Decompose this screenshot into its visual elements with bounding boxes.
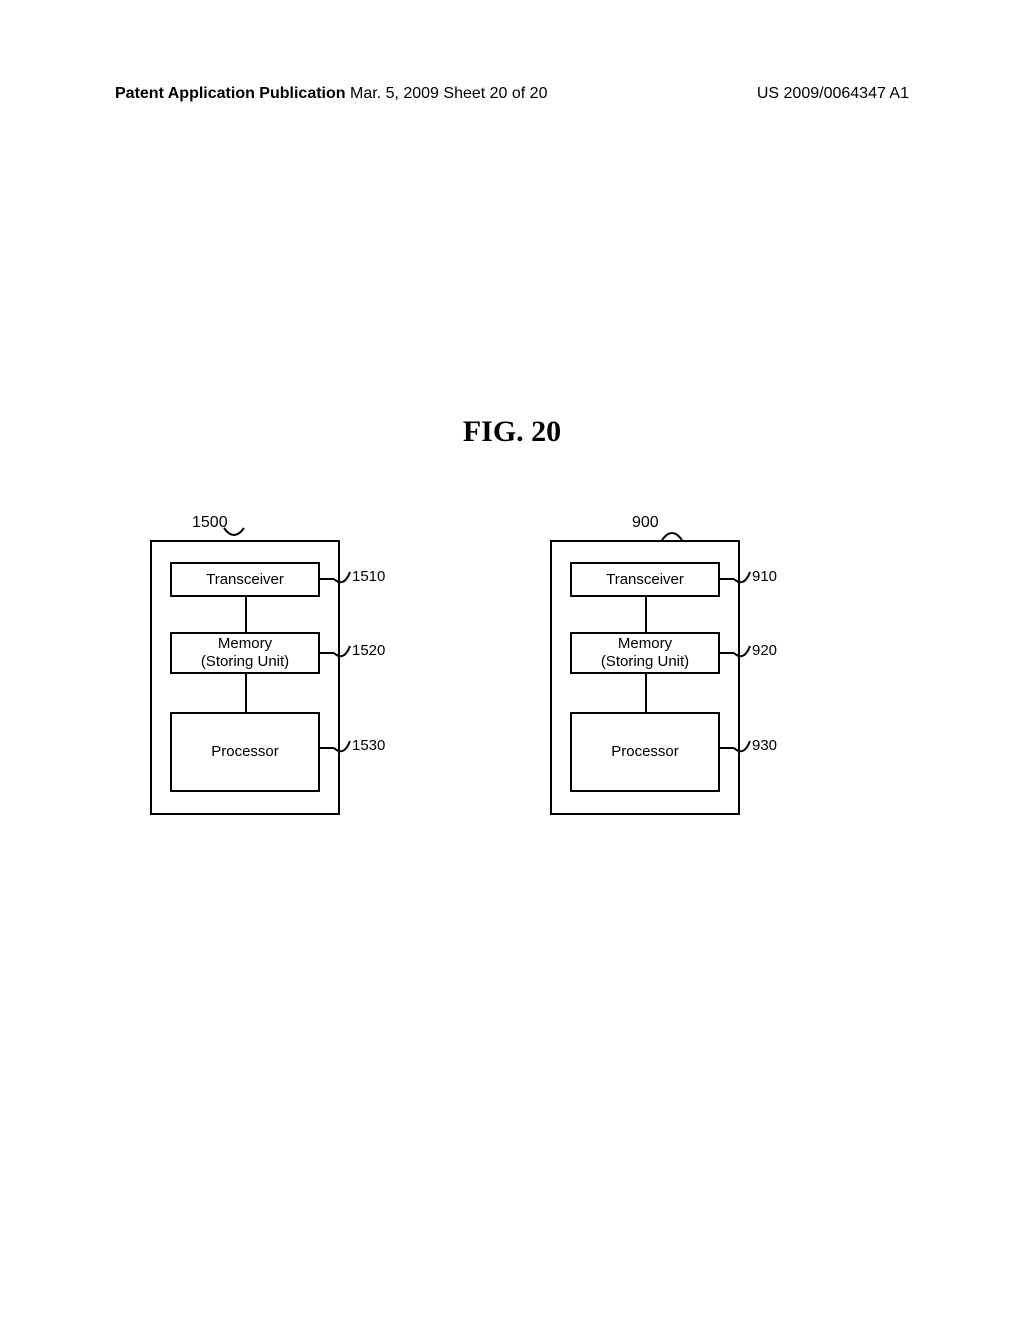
figure-title: FIG. 20	[463, 415, 561, 449]
ref-label-920: 920	[752, 642, 777, 659]
processor-text: Processor	[572, 743, 718, 761]
connector-line	[645, 674, 647, 712]
device-block-1500: 1500 Transceiver 1510 Memory (Storing Un…	[150, 540, 340, 815]
ref-tick-icon	[720, 747, 734, 749]
ref-label-910: 910	[752, 568, 777, 585]
processor-box-right: Processor	[570, 712, 720, 792]
transceiver-box-right: Transceiver	[570, 562, 720, 597]
memory-box-left: Memory (Storing Unit)	[170, 632, 320, 674]
ref-tick-icon	[720, 578, 734, 580]
processor-text: Processor	[172, 743, 318, 761]
memory-box-right: Memory (Storing Unit)	[570, 632, 720, 674]
transceiver-text: Transceiver	[572, 571, 718, 589]
label-arc-icon	[660, 526, 684, 542]
ref-label-1520: 1520	[352, 642, 385, 659]
ref-hook-icon	[334, 570, 354, 588]
label-arc-icon	[222, 526, 246, 542]
memory-text1: Memory	[572, 635, 718, 653]
connector-line	[245, 597, 247, 632]
header-left-text: Patent Application Publication	[115, 85, 346, 103]
header-right-text: US 2009/0064347 A1	[757, 85, 909, 103]
ref-hook-icon	[334, 739, 354, 757]
ref-tick-icon	[320, 747, 334, 749]
memory-text2: (Storing Unit)	[572, 653, 718, 671]
transceiver-box-left: Transceiver	[170, 562, 320, 597]
header-center-text: Mar. 5, 2009 Sheet 20 of 20	[350, 85, 547, 103]
ref-tick-icon	[320, 652, 334, 654]
ref-tick-icon	[720, 652, 734, 654]
ref-hook-icon	[334, 644, 354, 662]
device-label-900: 900	[632, 514, 659, 532]
ref-hook-icon	[734, 644, 754, 662]
connector-line	[245, 674, 247, 712]
device-block-900: 900 Transceiver 910 Memory (Storing Unit…	[550, 540, 740, 815]
transceiver-text: Transceiver	[172, 571, 318, 589]
connector-line	[645, 597, 647, 632]
ref-hook-icon	[734, 739, 754, 757]
ref-tick-icon	[320, 578, 334, 580]
ref-label-1530: 1530	[352, 737, 385, 754]
ref-hook-icon	[734, 570, 754, 588]
ref-label-930: 930	[752, 737, 777, 754]
memory-text2: (Storing Unit)	[172, 653, 318, 671]
memory-text1: Memory	[172, 635, 318, 653]
page-header: Patent Application Publication Mar. 5, 2…	[0, 85, 1024, 103]
processor-box-left: Processor	[170, 712, 320, 792]
ref-label-1510: 1510	[352, 568, 385, 585]
